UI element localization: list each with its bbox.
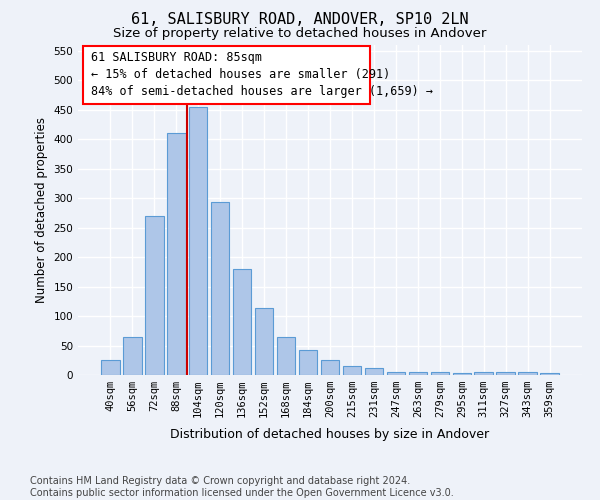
Bar xyxy=(518,372,537,375)
Bar xyxy=(409,372,427,375)
Bar xyxy=(452,372,471,375)
Bar xyxy=(101,360,119,375)
Bar xyxy=(431,372,449,375)
Bar xyxy=(320,360,340,375)
Text: Size of property relative to detached houses in Andover: Size of property relative to detached ho… xyxy=(113,28,487,40)
Bar xyxy=(299,350,317,375)
Bar xyxy=(277,336,295,375)
Bar xyxy=(167,134,185,375)
Y-axis label: Number of detached properties: Number of detached properties xyxy=(35,117,48,303)
Bar xyxy=(211,202,229,375)
Text: 61 SALISBURY ROAD: 85sqm
← 15% of detached houses are smaller (291)
84% of semi-: 61 SALISBURY ROAD: 85sqm ← 15% of detach… xyxy=(91,51,433,98)
Text: Contains HM Land Registry data © Crown copyright and database right 2024.
Contai: Contains HM Land Registry data © Crown c… xyxy=(30,476,454,498)
Bar xyxy=(386,372,405,375)
Bar xyxy=(123,336,142,375)
Bar xyxy=(343,366,361,375)
Bar xyxy=(541,372,559,375)
Text: 61, SALISBURY ROAD, ANDOVER, SP10 2LN: 61, SALISBURY ROAD, ANDOVER, SP10 2LN xyxy=(131,12,469,28)
Bar xyxy=(145,216,164,375)
FancyBboxPatch shape xyxy=(83,46,370,104)
X-axis label: Distribution of detached houses by size in Andover: Distribution of detached houses by size … xyxy=(170,428,490,442)
Bar xyxy=(496,372,515,375)
Bar xyxy=(255,308,274,375)
Bar xyxy=(365,368,383,375)
Bar xyxy=(475,372,493,375)
Bar xyxy=(189,107,208,375)
Bar xyxy=(233,269,251,375)
